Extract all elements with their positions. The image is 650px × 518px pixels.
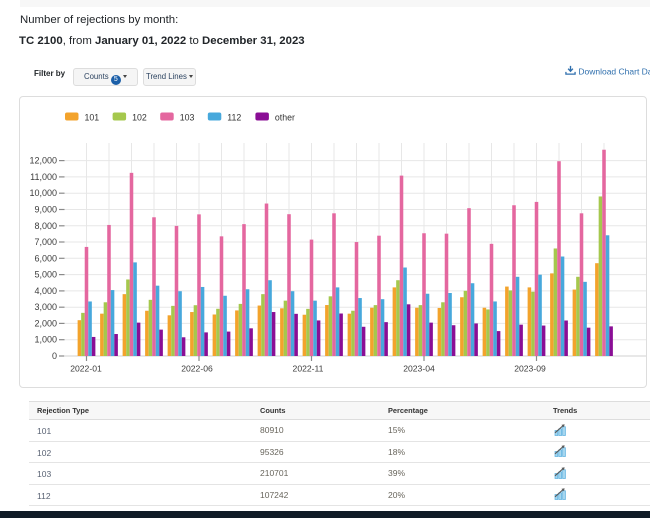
svg-text:2022-11: 2022-11 (293, 364, 324, 374)
svg-text:102: 102 (132, 112, 147, 122)
svg-text:12,000: 12,000 (29, 156, 57, 166)
svg-text:10,000: 10,000 (29, 188, 57, 198)
svg-text:101: 101 (85, 112, 100, 122)
svg-text:2023-09: 2023-09 (514, 364, 546, 374)
svg-text:2023-04: 2023-04 (403, 364, 435, 374)
svg-text:7,000: 7,000 (34, 237, 57, 247)
svg-text:2,000: 2,000 (34, 318, 57, 328)
svg-text:3,000: 3,000 (34, 302, 57, 312)
svg-text:5,000: 5,000 (34, 270, 57, 280)
svg-text:0: 0 (52, 351, 57, 361)
svg-text:2022-01: 2022-01 (70, 364, 102, 374)
svg-text:1,000: 1,000 (34, 335, 57, 345)
svg-text:112: 112 (227, 112, 241, 122)
svg-text:9,000: 9,000 (34, 205, 57, 215)
svg-text:6,000: 6,000 (34, 253, 57, 263)
svg-text:4,000: 4,000 (34, 286, 57, 296)
svg-text:8,000: 8,000 (34, 221, 57, 231)
svg-text:11,000: 11,000 (30, 172, 57, 182)
svg-text:103: 103 (180, 112, 195, 122)
svg-text:2022-06: 2022-06 (181, 364, 213, 374)
svg-text:other: other (275, 112, 295, 122)
